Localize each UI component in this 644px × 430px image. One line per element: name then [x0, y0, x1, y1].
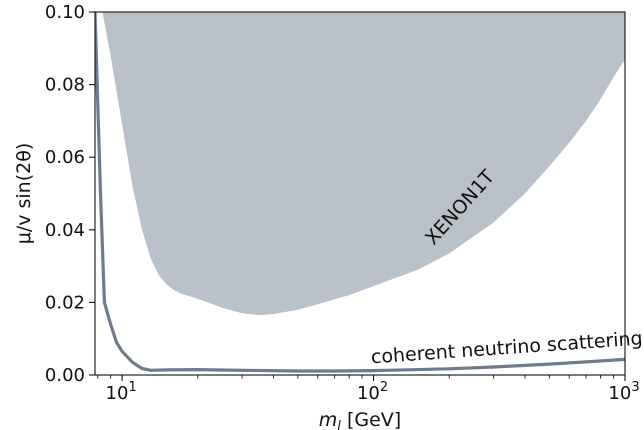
- y-tick-label: 0.00: [45, 365, 85, 386]
- axes: 0.00 0.02 0.04 0.06 0.08 0.10 101 102 103: [45, 2, 640, 404]
- coherent-neutrino-scattering-line: [95, 12, 625, 373]
- x-axis-label-unit: [GeV]: [341, 409, 401, 430]
- y-tick-label: 0.06: [45, 147, 85, 168]
- x-tick-exponent: 3: [631, 380, 639, 395]
- plot-area: [95, 12, 625, 373]
- x-axis-label: ml [GeV]: [319, 409, 401, 430]
- x-tick-label: 103: [608, 380, 639, 404]
- x-tick-label: 102: [357, 380, 388, 404]
- y-axis-label: μ/v sin(2θ): [13, 143, 35, 245]
- x-axis-label-subscript: l: [337, 419, 341, 430]
- x-axis-label-symbol: m: [319, 409, 338, 430]
- y-tick-label: 0.10: [45, 2, 85, 23]
- y-tick-label: 0.02: [45, 292, 85, 313]
- x-tick-exponent: 2: [380, 380, 388, 395]
- plot-frame: [94, 11, 626, 376]
- x-tick-label: 101: [106, 380, 137, 404]
- x-tick-exponent: 1: [128, 380, 136, 395]
- y-tick-label: 0.04: [45, 220, 85, 241]
- xenon1t-region: [102, 12, 625, 316]
- y-tick-label: 0.08: [45, 75, 85, 96]
- plot-series: [95, 12, 625, 373]
